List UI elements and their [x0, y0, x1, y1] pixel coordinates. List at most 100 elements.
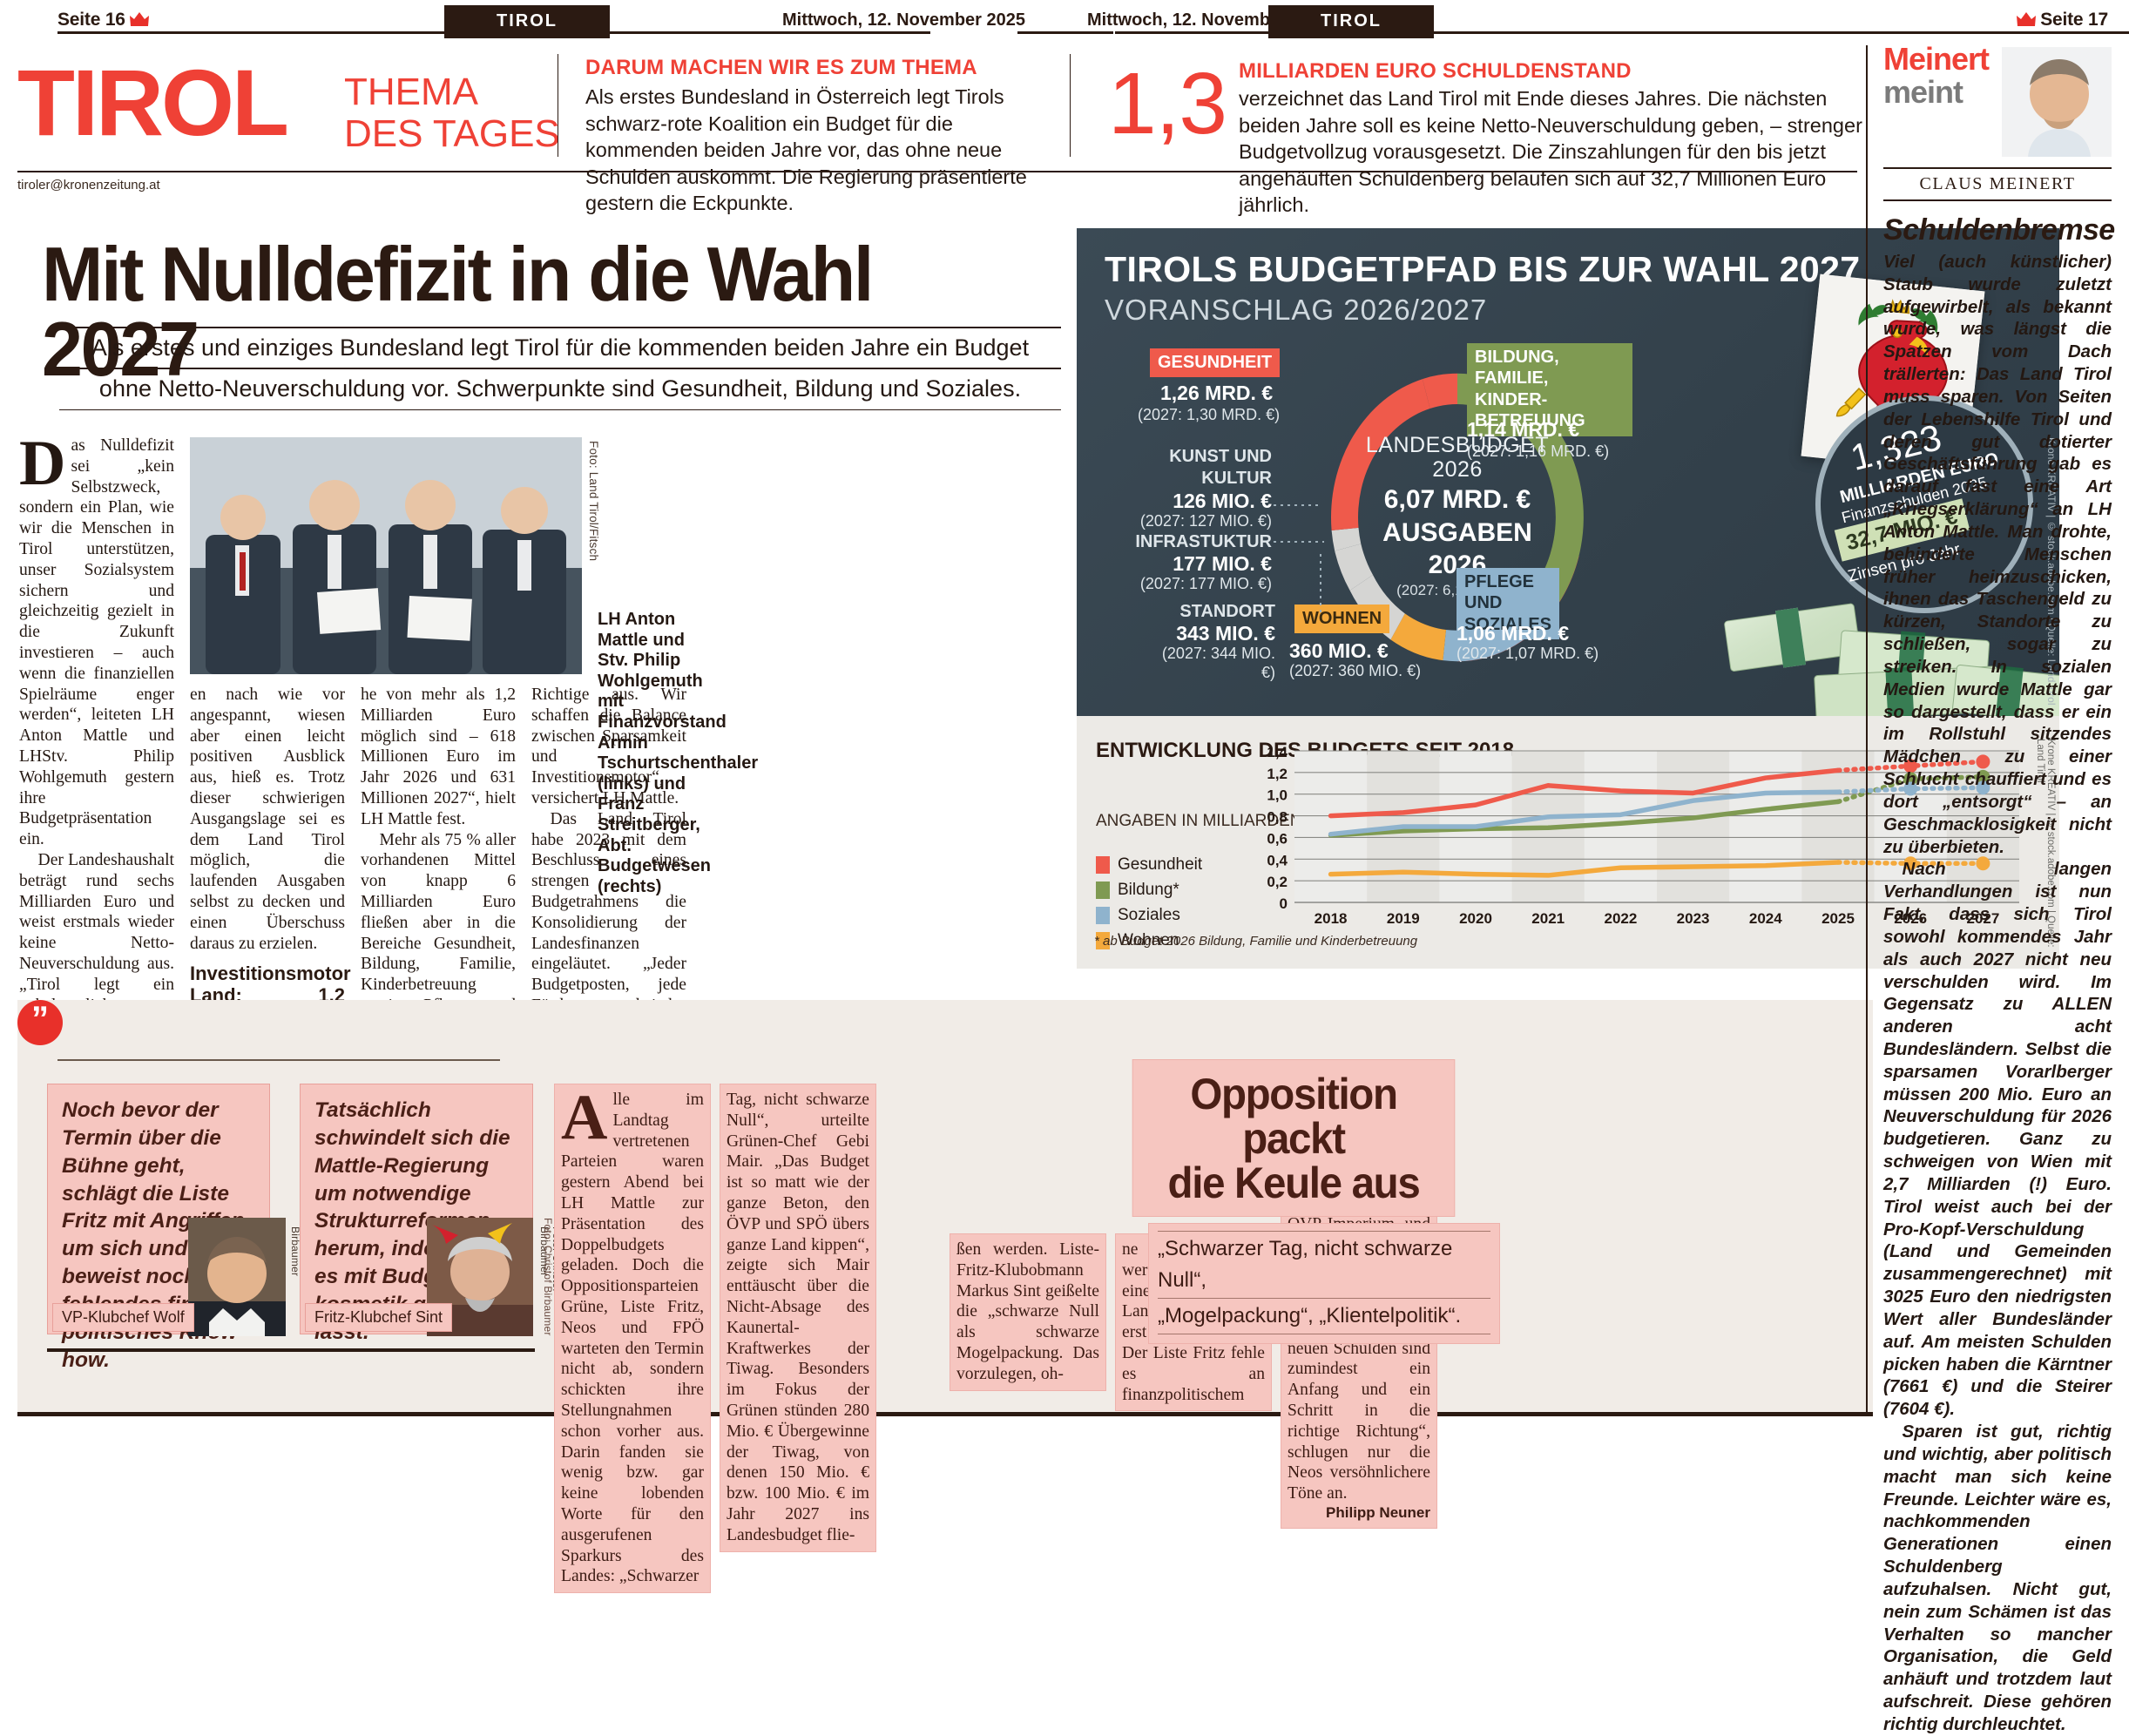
- donut-center-label: LANDESBUDGET 2026 6,07 MRD. € AUSGABEN 2…: [1357, 433, 1558, 599]
- svg-text:0: 0: [1280, 895, 1288, 912]
- subhead-line-1: Als erstes und einziges Bundesland legt …: [91, 334, 1030, 361]
- segment-value-infrastuktur: 177 MIO. €: [1173, 552, 1272, 575]
- quote-avatar-left: [188, 1218, 286, 1336]
- segment-tag-pflege: PFLEGE UND SOZIALES: [1457, 568, 1559, 640]
- section-badge-left: TIROL: [444, 5, 610, 38]
- leader-lines: [1274, 504, 1324, 613]
- svg-text:0,4: 0,4: [1267, 852, 1288, 868]
- segment-tag-standort: STANDORT: [1179, 602, 1275, 621]
- legend-label-gesundheit: Gesundheit: [1118, 855, 1203, 874]
- opposition-subhead-rule-mid: [1158, 1298, 1490, 1299]
- opposition-headline-box: Opposition packt die Keule aus: [1124, 1059, 1463, 1217]
- main-headline-wrap: Mit Nulldefizit in die Wahl 2027: [42, 231, 1070, 393]
- segment-note-bildung: (2027: 1,16 MRD. €): [1467, 442, 1610, 460]
- quote-name-right: Fritz-Klubchef Sint: [305, 1303, 453, 1332]
- quote-rule-left: [57, 1059, 490, 1061]
- legend-item-gesundheit: Gesundheit: [1096, 855, 1202, 875]
- svg-text:2021: 2021: [1531, 910, 1565, 927]
- subhead-rule-top: [59, 327, 1061, 328]
- topic-of-the-day-band: TIROL THEMA DES TAGES DARUM MACHEN WIR E…: [0, 44, 1890, 216]
- opinion-rule-bottom: [1883, 199, 2112, 201]
- infographic-title: TIROLS BUDGETPFAD BIS ZUR WAHL 2027: [1105, 249, 1861, 289]
- segment-value-bildung: 1,14 MRD. €: [1467, 418, 1580, 441]
- svg-text:1,0: 1,0: [1267, 787, 1288, 804]
- chart-subtitle: ANGABEN IN MILLIARDEN EURO: [1096, 812, 1355, 830]
- opposition-col2-text: Tag, nicht schwarze Null“, urteilte Grün…: [727, 1091, 869, 1544]
- crown-icon-right: [2016, 11, 2036, 32]
- main-subhead: Als erstes und einziges Bundesland legt …: [59, 324, 1061, 413]
- segment-tag-wohnen: WOHNEN: [1294, 605, 1390, 634]
- legend-label-wohnen: Wohnen: [1118, 931, 1179, 949]
- svg-text:2023: 2023: [1677, 910, 1710, 927]
- svg-text:1,4: 1,4: [1267, 746, 1288, 760]
- svg-text:0,2: 0,2: [1267, 874, 1288, 890]
- section-email: tiroler@kronenzeitung.at: [17, 178, 160, 193]
- press-photo-graphic: [190, 437, 582, 674]
- quote-rule-right: [294, 1059, 500, 1061]
- legend-item-wohnen: Wohnen: [1096, 931, 1202, 950]
- segment-note-infrastuktur: (2027: 177 MIO. €): [1139, 575, 1272, 592]
- segment-note-kunst: (2027: 127 MIO. €): [1139, 512, 1272, 530]
- debt-stat-kicker: MILLIARDEN EURO SCHULDENSTAND: [1239, 59, 1632, 83]
- opinion-logo-line1: Meinert: [1883, 41, 1990, 77]
- article-col2-p1: en nach wie vor angespannt, wiesen aber …: [190, 686, 345, 953]
- comment-divider: [1866, 45, 1868, 1413]
- chart-credit: Krone KREATIV | © stock.adobe.com | Quel…: [2035, 739, 2056, 948]
- legend-swatch-gesundheit: [1096, 856, 1110, 874]
- subhead-line-2: ohne Netto-Neuverschuldung vor. Schwerpu…: [98, 375, 1022, 402]
- masthead-rule-right: [1115, 31, 2129, 34]
- opinion-headline: Schuldenbremse: [1883, 213, 2115, 247]
- infographic-subtitle: VORANSCHLAG 2026/2027: [1105, 294, 1488, 326]
- euro-banknote-stacks-icon: [1693, 585, 2059, 716]
- page-number-left-label: Seite 16: [57, 10, 125, 30]
- opposition-subhead: „Schwarzer Tag, nicht schwarze Null“, „M…: [1148, 1223, 1500, 1344]
- chart-plot-area: 0 0,2 0,4 0,6 0,8 1,0 1,2 1,4 2018 2019 2020 2021 20…: [1249, 744, 2024, 930]
- crown-icon: [130, 11, 150, 32]
- debt-circle: 1,323 MILLIARDEN EURO Finanzschulden 202…: [1815, 395, 2033, 613]
- page-number-left: Seite 16: [57, 10, 150, 32]
- budget-development-chart: ENTWICKLUNG DES BUDGETS SEIT 2018 ANGABE…: [1077, 716, 2059, 969]
- author-portrait: [2002, 47, 2112, 157]
- segment-tag-gesundheit: GESUNDHEIT: [1150, 348, 1281, 378]
- band-bottom-rule: [17, 171, 1857, 172]
- quotation-mark-icon: ”: [17, 1000, 63, 1045]
- chart-svg: 0 0,2 0,4 0,6 0,8 1,0 1,2 1,4 2018 2019 2020 2021 20…: [1267, 744, 2019, 927]
- quote-name-left: VP-Klubchef Wolf: [52, 1303, 194, 1332]
- opinion-logo-line2: meint: [1883, 74, 1963, 110]
- why-topic-kicker: DARUM MACHEN WIR ES ZUM THEMA: [585, 56, 977, 79]
- segment-value-kunst: 126 MIO. €: [1173, 490, 1272, 512]
- segment-tag-bildung: BILDUNG, FAMILIE, KINDER-BETREUUNG: [1467, 343, 1632, 436]
- page-number-right-label: Seite 17: [2040, 10, 2108, 30]
- donut-center-title: LANDESBUDGET 2026: [1365, 433, 1550, 482]
- infographic-credit: Krone KREATIV | © stock.adobe.com | Quel…: [2045, 437, 2058, 706]
- page-number-right: Seite 17: [2016, 10, 2108, 32]
- subhead-rule-mid: [59, 368, 1061, 369]
- press-photo-credit: Foto: Land Tirol/Fitsch: [587, 441, 600, 562]
- svg-text:2019: 2019: [1387, 910, 1420, 927]
- opposition-headline-line2: die Keule aus: [1167, 1158, 1421, 1207]
- debt-stat-body: verzeichnet das Land Tirol mit Ende dies…: [1239, 87, 1862, 217]
- opposition-col1-text: Alle im Landtag vertretenen Parteien war…: [561, 1082, 704, 1586]
- svg-text:2027: 2027: [1966, 910, 1999, 927]
- press-photo: [190, 437, 582, 674]
- legend-label-soziales: Soziales: [1118, 906, 1180, 924]
- svg-text:2025: 2025: [1821, 910, 1855, 927]
- svg-text:0,8: 0,8: [1267, 809, 1288, 826]
- segment-value-pflege: 1,06 MRD. €: [1457, 622, 1570, 645]
- opinion-paragraph-2: Nach langen Verhandlungen ist nun Fakt, …: [1883, 859, 2112, 1420]
- segment-note-gesundheit: (2027: 1,30 MRD. €): [1138, 406, 1281, 423]
- newspaper-page: Seite 16 TIROL Mittwoch, 12. November 20…: [0, 5, 2129, 1734]
- opposition-subhead-rule-top: [1158, 1231, 1490, 1232]
- opposition-column-2: Tag, nicht schwarze Null“, urteilte Grün…: [720, 1084, 876, 1552]
- logo-subtitle-line2: DES TAGES: [344, 111, 560, 155]
- tirol-logo-subtitle: THEMA DES TAGES: [344, 71, 560, 154]
- opinion-body: Viel (auch künstlicher) Staub wurde zule…: [1883, 251, 2112, 1736]
- svg-text:2024: 2024: [1749, 910, 1782, 927]
- legend-swatch-wohnen: [1096, 932, 1110, 949]
- opposition-col3-text: ßen werden. Liste-Fritz-Klubobmann Marku…: [956, 1240, 1099, 1383]
- debt-big-number: 1,3: [1108, 55, 1227, 152]
- page-title: Mit Nulldefizit in die Wahl 2027: [42, 231, 874, 393]
- article-col4-p1: Richtige aus. Wir schaffen die Balance z…: [531, 686, 686, 807]
- segment-value-gesundheit: 1,26 MRD. €: [1160, 382, 1274, 404]
- article-col3-p1: he von mehr als 1,2 Milliarden Euro mögl…: [361, 686, 516, 828]
